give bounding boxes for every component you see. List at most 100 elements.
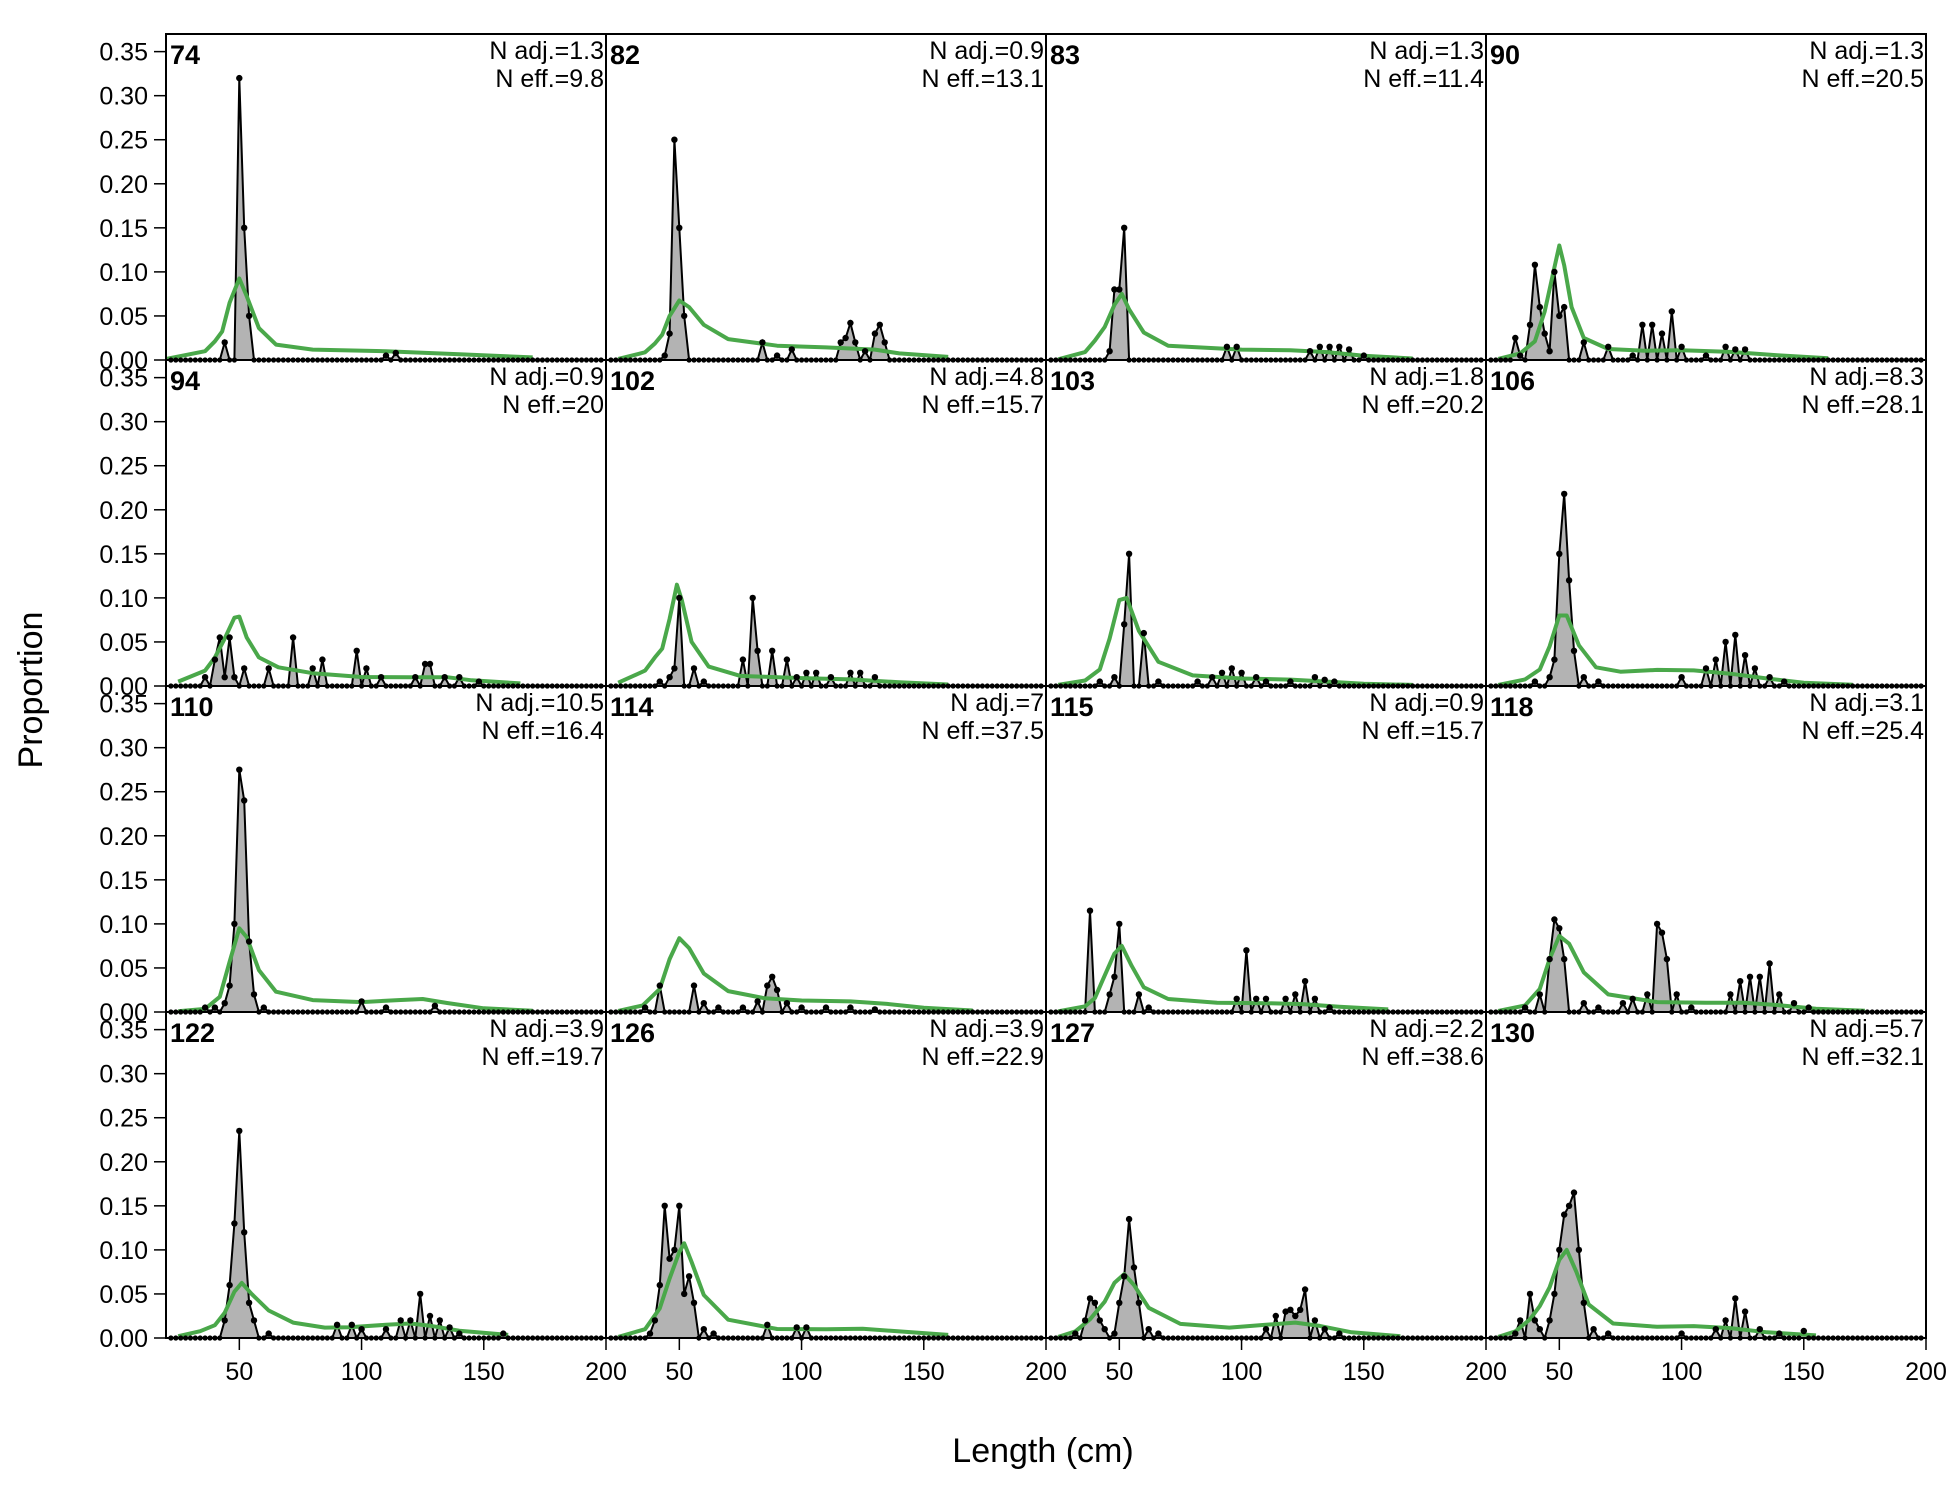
observed-point xyxy=(1595,1004,1602,1011)
observed-point xyxy=(319,656,326,663)
observed-point xyxy=(1106,348,1113,355)
observed-point xyxy=(1238,669,1245,676)
y-axis-title: Proportion xyxy=(12,612,50,769)
observed-area xyxy=(1490,919,1922,1012)
observed-area xyxy=(1050,1219,1482,1338)
observed-point xyxy=(1292,991,1299,998)
observed-point xyxy=(236,1127,243,1135)
y-tick-label: 0.05 xyxy=(99,955,148,983)
n-eff-label: N eff.=13.1 xyxy=(921,65,1044,93)
observed-point xyxy=(1321,676,1328,683)
panel-label: 102 xyxy=(610,366,655,396)
observed-point xyxy=(847,1004,854,1011)
n-adj-label: N adj.=3.9 xyxy=(929,1015,1044,1043)
observed-point xyxy=(1531,261,1539,268)
observed-point xyxy=(221,339,228,346)
n-adj-label: N adj.=0.9 xyxy=(929,37,1044,65)
observed-point xyxy=(1121,621,1128,628)
observed-point xyxy=(1526,321,1534,328)
panel-label: 127 xyxy=(1050,1018,1095,1048)
observed-point xyxy=(1091,1299,1099,1307)
observed-point xyxy=(1326,1004,1333,1011)
observed-point xyxy=(783,1000,791,1007)
expected-line xyxy=(1057,943,1389,1014)
observed-point xyxy=(382,1004,390,1011)
panel-126: 126 N adj.=3.9N eff.=22.9 xyxy=(605,1011,1047,1342)
expected-line xyxy=(617,936,973,1013)
panel-label: 126 xyxy=(610,1018,655,1048)
n-adj-label: N adj.=3.1 xyxy=(1809,689,1924,717)
observed-point xyxy=(436,1317,443,1324)
observed-point xyxy=(250,1317,258,1324)
observed-point xyxy=(861,348,869,355)
observed-point xyxy=(1565,1202,1573,1210)
observed-point xyxy=(1570,647,1578,654)
y-tick-label: 0.25 xyxy=(99,1105,148,1133)
y-tick-label: 0.25 xyxy=(99,127,148,155)
panel-label: 130 xyxy=(1490,1018,1535,1048)
observed-point xyxy=(397,1317,404,1324)
observed-point xyxy=(1570,1189,1578,1196)
observed-point xyxy=(1605,1330,1612,1337)
n-adj-label: N adj.=1.3 xyxy=(1369,37,1484,65)
observed-point xyxy=(446,1324,453,1331)
panel-label: 83 xyxy=(1050,40,1080,70)
observed-point xyxy=(788,346,795,353)
observed-point xyxy=(1223,343,1231,350)
observed-point xyxy=(1776,1330,1783,1337)
y-tick-label: 0.25 xyxy=(99,779,148,807)
observed-point xyxy=(1145,1326,1152,1333)
observed-point xyxy=(1297,1306,1304,1314)
observed-point xyxy=(837,339,844,346)
observed-point xyxy=(358,1326,365,1333)
observed-point xyxy=(1556,550,1563,557)
observed-point xyxy=(671,665,678,672)
expected-line xyxy=(617,582,949,687)
observed-point xyxy=(1311,1317,1319,1324)
observed-point xyxy=(245,1299,253,1307)
observed-point xyxy=(1336,1330,1343,1337)
n-adj-label: N adj.=7 xyxy=(950,689,1044,717)
y-tick-label: 0.35 xyxy=(99,1017,148,1045)
observed-point xyxy=(382,352,390,359)
observed-point xyxy=(1556,1246,1563,1254)
x-tick-label: 150 xyxy=(1783,1358,1825,1386)
panel-label: 114 xyxy=(610,692,654,722)
observed-point xyxy=(1311,995,1319,1002)
x-tick-label: 200 xyxy=(1905,1358,1947,1386)
observed-point xyxy=(1561,490,1568,498)
observed-point xyxy=(1673,991,1680,998)
observed-point xyxy=(1546,1317,1553,1324)
y-tick-label: 0.15 xyxy=(99,215,148,243)
observed-point xyxy=(1262,995,1270,1002)
observed-point xyxy=(700,678,707,685)
panel-label: 115 xyxy=(1050,692,1094,722)
observed-point xyxy=(1360,352,1368,359)
observed-point xyxy=(1653,920,1661,928)
observed-point xyxy=(1590,1326,1597,1333)
observed-line xyxy=(1050,1218,1482,1342)
observed-point xyxy=(245,312,253,320)
x-tick-label: 150 xyxy=(463,1358,505,1386)
observed-point xyxy=(1121,224,1128,231)
observed-point xyxy=(226,982,233,989)
observed-point xyxy=(676,1202,683,1210)
observed-point xyxy=(759,339,766,346)
observed-point xyxy=(1125,550,1133,557)
observed-point xyxy=(309,665,316,672)
observed-point xyxy=(1737,978,1744,985)
observed-point xyxy=(1805,1004,1812,1011)
observed-point xyxy=(1301,1286,1309,1293)
observed-point xyxy=(666,330,673,337)
observed-point xyxy=(1145,1004,1152,1011)
n-eff-label: N eff.=28.1 xyxy=(1801,391,1924,419)
observed-point xyxy=(871,330,879,337)
observed-point xyxy=(710,1330,717,1337)
x-tick-label: 150 xyxy=(903,1358,945,1386)
observed-point xyxy=(1732,631,1739,639)
observed-point xyxy=(1140,629,1148,637)
observed-point xyxy=(1536,991,1544,998)
observed-area xyxy=(1490,1192,1922,1338)
y-tick-label: 0.35 xyxy=(99,691,148,719)
